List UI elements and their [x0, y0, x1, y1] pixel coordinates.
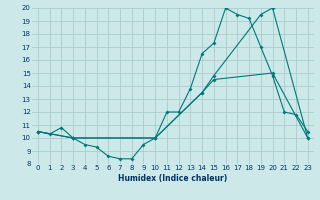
X-axis label: Humidex (Indice chaleur): Humidex (Indice chaleur): [118, 174, 228, 183]
